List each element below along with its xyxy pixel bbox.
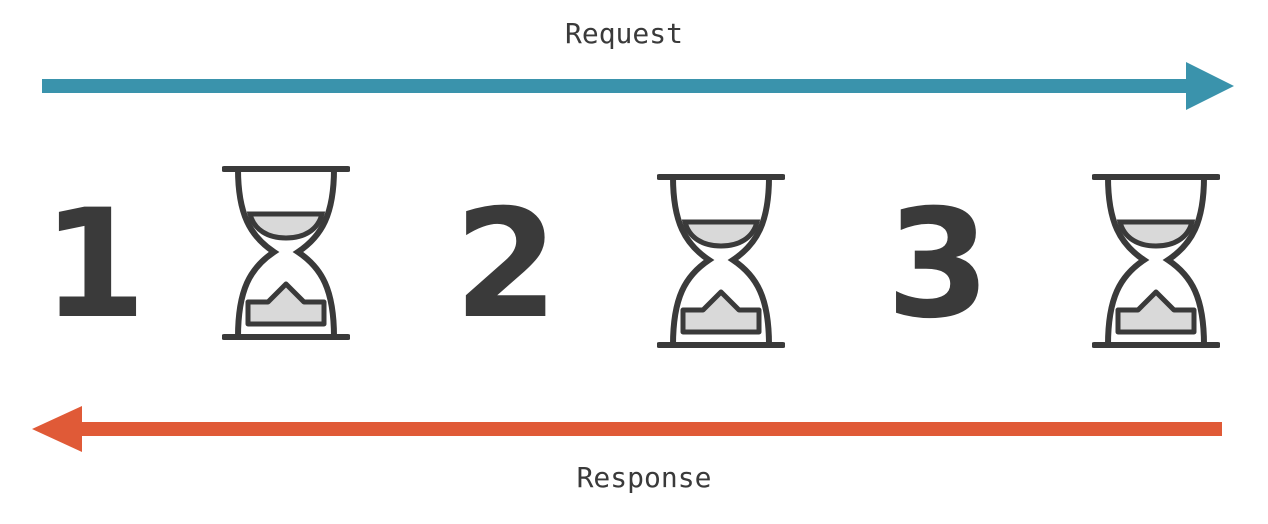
response-label: Response bbox=[576, 461, 712, 494]
step-number-1: 1 bbox=[42, 178, 147, 352]
hourglass-icon bbox=[222, 166, 350, 340]
step-number-2: 2 bbox=[454, 178, 559, 352]
step-number-3: 3 bbox=[886, 178, 991, 352]
hourglass-icon bbox=[657, 174, 785, 348]
hourglass-icon bbox=[1092, 174, 1220, 348]
request-label: Request bbox=[564, 17, 683, 50]
